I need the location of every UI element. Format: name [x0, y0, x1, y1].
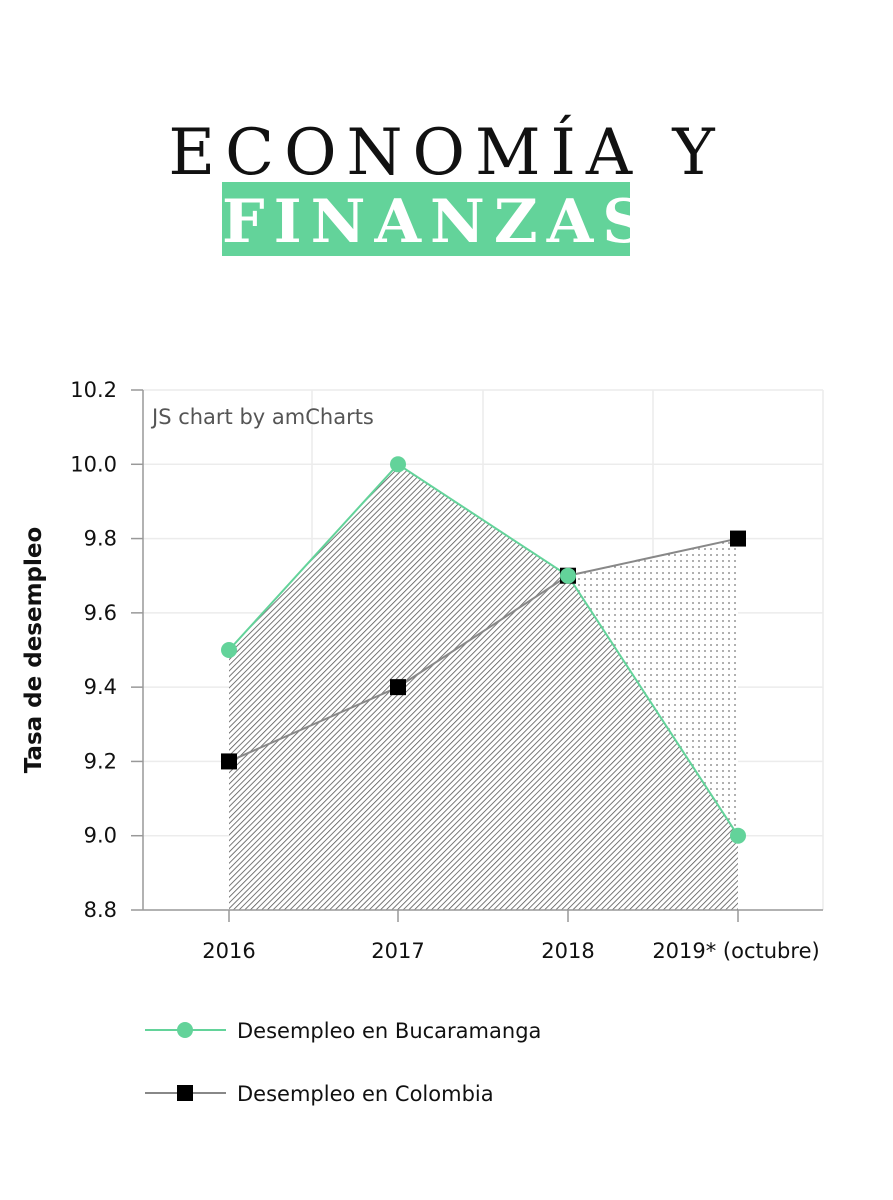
point-colombia — [390, 679, 406, 696]
point-bucaramanga — [390, 456, 406, 473]
point-colombia — [730, 530, 746, 547]
point-colombia — [221, 753, 237, 770]
series-line-colombia — [228, 537, 739, 763]
x-tick-label: 2017 — [371, 939, 424, 963]
y-tick-label: 9.8 — [84, 527, 117, 551]
page-header: ECONOMÍA Y FINANZAS — [0, 116, 893, 257]
point-bucaramanga — [221, 642, 237, 658]
y-tick-label: 9.2 — [84, 749, 117, 773]
header-title-line2: FINANZAS — [222, 187, 655, 257]
legend-label-bucaramanga: Desempleo en Bucaramanga — [237, 1019, 541, 1043]
legend-marker-bucaramanga — [177, 1022, 193, 1038]
y-tick-label: 10.0 — [70, 452, 117, 476]
area-bucaramanga — [229, 464, 738, 910]
axes: 10.2 10.0 9.8 9.6 9.4 9.2 9.0 8.8 2016 2017 2018 20… — [70, 378, 823, 963]
legend: Desempleo en Bucaramanga Desempleo en Col… — [145, 1019, 541, 1106]
x-tick-label: 2018 — [541, 939, 594, 963]
y-tick-label: 8.8 — [84, 898, 117, 922]
y-tick-label: 9.6 — [84, 601, 117, 625]
point-bucaramanga — [730, 827, 746, 844]
legend-label-colombia: Desempleo en Colombia — [237, 1082, 494, 1106]
y-tick-label: 9.0 — [84, 824, 117, 848]
header-title-line1: ECONOMÍA Y — [168, 116, 725, 190]
x-tick-label: 2016 — [202, 939, 255, 963]
y-tick-label: 10.2 — [70, 378, 117, 402]
x-tick-label: 2019* (octubre) — [652, 939, 819, 963]
header-title-highlight: FINANZAS — [222, 182, 646, 257]
series-line-bucaramanga — [228, 462, 739, 837]
y-axis-label: Tasa de desempleo — [21, 527, 47, 774]
y-tick-label: 9.4 — [84, 675, 117, 699]
series-markers — [221, 456, 746, 844]
area-fills — [229, 464, 738, 910]
point-bucaramanga — [560, 567, 576, 584]
legend-marker-colombia — [177, 1085, 193, 1101]
series-lines — [228, 462, 739, 837]
chart-credit: JS chart by amCharts — [150, 405, 374, 429]
